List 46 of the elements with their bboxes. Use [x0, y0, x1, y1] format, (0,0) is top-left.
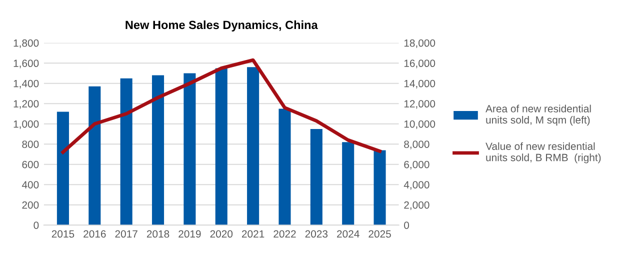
y-tick-label: 200	[22, 201, 39, 209]
x-tick-label: 2022	[274, 230, 296, 238]
bar	[215, 68, 228, 226]
y-tick-label: 1,200	[14, 100, 39, 109]
bar	[56, 112, 69, 226]
chart-title: New Home Sales Dynamics, China	[126, 20, 318, 32]
x-tick-label: 2017	[115, 230, 138, 238]
x-tick-label: 2018	[146, 230, 170, 238]
x-tick-label: 2019	[178, 230, 201, 238]
bar	[278, 108, 291, 226]
y2-tick-label: 16,000	[404, 60, 436, 68]
bar	[184, 73, 196, 226]
bar	[310, 128, 322, 226]
y-tick-label: 1,600	[14, 60, 39, 68]
y2-tick-label: 18,000	[404, 39, 436, 48]
y-tick-label: 1,800	[14, 39, 39, 48]
y2-tick-label: 4,000	[404, 181, 430, 190]
legend-label: Area of new residential units sold, M sqm (left)	[486, 104, 591, 126]
y2-tick-label: 2,000	[404, 201, 430, 210]
y-tick-label: 600	[22, 160, 39, 168]
x-tick-label: 2015	[52, 230, 74, 238]
y-tick-label: 1,400	[14, 80, 39, 88]
x-tick-label: 2020	[210, 230, 233, 238]
bar	[88, 86, 101, 226]
legend-label: Value of new residential units sold, B RMB (right)	[486, 142, 601, 164]
y2-tick-label: 10,000	[404, 120, 436, 129]
x-tick-label: 2021	[242, 230, 264, 238]
bar	[120, 78, 132, 226]
bar	[152, 75, 164, 226]
y2-tick-label: 12,000	[404, 100, 436, 109]
y-tick-label: 0	[34, 222, 39, 229]
bar	[342, 142, 354, 226]
y-tick-label: 1,000	[14, 120, 39, 129]
bar	[374, 150, 386, 226]
x-tick-label: 2025	[368, 230, 391, 238]
x-tick-label: 2024	[337, 230, 360, 238]
x-tick-label: 2016	[84, 230, 106, 238]
bar	[247, 67, 260, 226]
y-tick-label: 400	[22, 181, 39, 188]
y2-tick-label: 14,000	[404, 80, 436, 88]
y2-tick-label: 8,000	[404, 140, 430, 150]
y2-tick-label: 0	[404, 222, 410, 229]
line-series	[61, 58, 382, 154]
y-tick-label: 800	[22, 140, 39, 148]
y2-tick-label: 6,000	[404, 160, 430, 170]
x-tick-label: 2023	[305, 230, 328, 238]
